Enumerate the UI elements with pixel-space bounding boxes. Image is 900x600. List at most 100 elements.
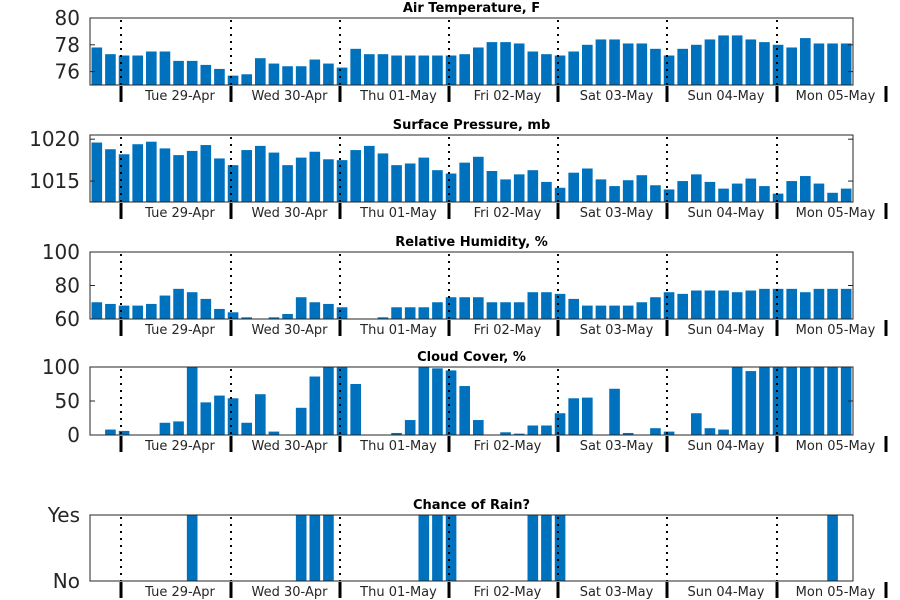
bar bbox=[282, 313, 293, 319]
bar bbox=[527, 425, 539, 435]
bar bbox=[118, 305, 130, 319]
bar bbox=[105, 54, 116, 85]
bar bbox=[173, 155, 184, 202]
bar bbox=[677, 48, 688, 85]
x-tick-label: Tue 29-Apr bbox=[144, 89, 215, 104]
bar bbox=[432, 302, 443, 319]
bar bbox=[186, 515, 198, 581]
bar bbox=[827, 43, 838, 85]
bar bbox=[323, 159, 334, 202]
x-tick-label: Sun 04-May bbox=[688, 206, 765, 221]
bar bbox=[404, 163, 416, 202]
bar bbox=[650, 185, 661, 202]
x-tick-label: Tue 29-Apr bbox=[144, 585, 215, 600]
bar bbox=[650, 297, 661, 319]
y-tick-label: 100 bbox=[42, 240, 80, 264]
bar bbox=[445, 515, 457, 581]
bar bbox=[731, 35, 743, 85]
chart-title: Chance of Rain? bbox=[413, 498, 530, 513]
axes-frame bbox=[89, 514, 854, 582]
bar bbox=[772, 367, 784, 435]
bar bbox=[800, 292, 811, 319]
bar bbox=[186, 150, 198, 202]
bar bbox=[840, 367, 852, 435]
x-tick-label: Thu 01-May bbox=[359, 439, 437, 454]
bar bbox=[159, 295, 171, 319]
x-tick-label: Wed 30-Apr bbox=[252, 323, 329, 338]
bar bbox=[541, 54, 552, 85]
bar bbox=[227, 398, 239, 435]
bar bbox=[554, 55, 566, 85]
chart-panel: Surface Pressure, mb 1015 1020 Tue 29-Apr We… bbox=[29, 118, 888, 221]
bar bbox=[404, 307, 416, 319]
bar bbox=[800, 38, 811, 85]
y-tick-label: 100 bbox=[42, 355, 80, 379]
bar bbox=[800, 367, 811, 435]
bar bbox=[677, 293, 688, 320]
y-tick-label: 60 bbox=[55, 307, 80, 331]
bar bbox=[241, 317, 252, 319]
bar bbox=[268, 152, 280, 202]
bar bbox=[323, 63, 334, 85]
bar bbox=[691, 290, 702, 319]
bar bbox=[350, 150, 361, 202]
bar bbox=[704, 290, 716, 319]
bar bbox=[445, 55, 457, 85]
bar bbox=[786, 47, 797, 85]
bar bbox=[241, 74, 252, 85]
bar bbox=[105, 429, 116, 435]
x-tick-label: Tue 29-Apr bbox=[144, 439, 215, 454]
y-tick-label: 0 bbox=[67, 423, 80, 447]
bar bbox=[691, 413, 702, 435]
x-tick-label: Sun 04-May bbox=[688, 585, 765, 600]
x-tick-label: Mon 05-May bbox=[796, 585, 876, 600]
bar bbox=[473, 420, 484, 435]
x-tick-label: Thu 01-May bbox=[359, 323, 437, 338]
bar bbox=[595, 39, 607, 85]
bar bbox=[582, 305, 593, 319]
bar bbox=[377, 54, 389, 85]
x-tick-label: Mon 05-May bbox=[796, 323, 876, 338]
bar bbox=[786, 367, 797, 435]
bar bbox=[772, 44, 784, 85]
bar bbox=[759, 288, 770, 319]
bar bbox=[731, 183, 743, 202]
bar bbox=[745, 178, 757, 202]
bar bbox=[541, 515, 552, 581]
bar bbox=[827, 515, 838, 581]
bar bbox=[186, 292, 198, 319]
bar bbox=[200, 145, 212, 202]
bar bbox=[650, 48, 661, 85]
bar bbox=[827, 192, 838, 202]
bar bbox=[159, 51, 171, 85]
bar bbox=[650, 428, 661, 435]
bar bbox=[295, 157, 307, 202]
bar bbox=[704, 428, 716, 435]
x-tick-label: Sat 03-May bbox=[580, 439, 654, 454]
x-tick-label: Thu 01-May bbox=[359, 585, 437, 600]
bar bbox=[527, 292, 539, 319]
bar bbox=[718, 290, 729, 319]
bar bbox=[459, 386, 470, 435]
bar bbox=[840, 188, 852, 202]
bar bbox=[759, 367, 770, 435]
bar bbox=[241, 150, 252, 202]
bar bbox=[91, 142, 103, 202]
bar bbox=[255, 58, 266, 85]
bar bbox=[227, 312, 239, 319]
bar bbox=[663, 292, 675, 319]
bar bbox=[527, 515, 539, 581]
bar bbox=[91, 302, 103, 319]
x-tick-label: Sun 04-May bbox=[688, 89, 765, 104]
bar bbox=[186, 367, 198, 435]
chart-title: Surface Pressure, mb bbox=[393, 118, 551, 133]
bar bbox=[227, 165, 239, 202]
bar bbox=[323, 303, 334, 319]
bar bbox=[91, 47, 103, 85]
bar bbox=[432, 515, 443, 581]
x-tick-label: Thu 01-May bbox=[359, 206, 437, 221]
x-tick-label: Tue 29-Apr bbox=[144, 206, 215, 221]
bar bbox=[473, 47, 484, 85]
bar bbox=[759, 186, 770, 202]
y-tick-label: 76 bbox=[55, 60, 80, 84]
